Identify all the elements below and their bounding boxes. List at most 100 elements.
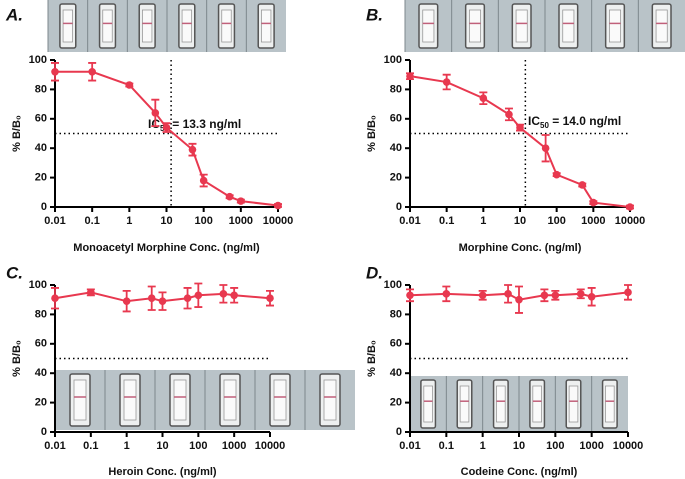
y-tick-label: 0 [396,426,402,438]
data-point [274,201,282,210]
data-point [541,144,550,152]
y-tick-label: 20 [35,172,47,184]
x-axis-title: Heroin Conc. (ng/ml) [108,466,217,478]
x-tick-label: 0.1 [439,215,454,227]
data-point [540,291,549,300]
y-tick-label: 20 [390,397,402,409]
data-point [183,294,192,303]
test-window [605,385,615,423]
data-point [147,294,156,303]
x-tick-label: 1 [480,440,486,452]
x-tick-label: 1 [126,215,132,227]
panel-label: B. [366,5,383,24]
test-window [173,379,187,421]
x-tick-label: 10 [160,215,172,227]
data-point [199,176,208,185]
y-tick-label: 80 [35,83,47,95]
data-point [188,145,197,154]
data-point [552,170,561,179]
data-point [162,123,171,132]
y-tick-label: 80 [35,308,47,320]
y-tick-label: 20 [390,172,402,184]
test-window [532,385,542,423]
data-point [626,203,634,211]
test-window [273,379,287,421]
test-window [423,385,433,423]
annotation-text: = 14.0 ng/ml [549,114,621,128]
data-point [88,67,96,76]
x-axis-title: Morphine Conc. (ng/ml) [459,242,582,254]
y-axis-title: % B/B₀ [366,115,378,152]
y-axis-title: % B/B₀ [11,115,23,152]
y-tick-label: 80 [390,308,402,320]
test-window [102,9,113,43]
test-window [223,379,237,421]
x-tick-label: 100 [547,215,565,227]
data-point [51,294,59,303]
x-tick-label: 10 [156,440,168,452]
data-point [442,290,451,298]
x-tick-label: 0.01 [399,215,420,227]
data-point [125,81,134,89]
test-window [62,9,73,43]
y-axis-title: % B/B₀ [11,340,23,377]
y-axis-title: % B/B₀ [366,340,378,377]
data-point [406,291,414,300]
y-tick-label: 60 [390,338,402,350]
panel-label: A. [5,5,23,24]
test-window [568,385,579,423]
data-point [122,297,131,305]
test-window [323,379,337,421]
x-tick-label: 0.1 [83,440,98,452]
test-window [609,9,622,43]
y-tick-label: 40 [390,142,402,154]
data-line [55,70,279,207]
x-axis-title: Codeine Conc. (ng/ml) [461,466,578,478]
x-tick-label: 10000 [615,215,646,227]
data-point [230,291,238,300]
y-tick-label: 0 [41,426,47,438]
annotation-text: IC [528,114,540,128]
data-point [479,94,488,103]
data-line [409,75,631,208]
test-window [261,9,272,43]
y-tick-label: 0 [396,201,402,213]
y-tick-label: 60 [35,113,47,125]
test-window [181,9,192,43]
x-tick-label: 100 [194,215,212,227]
data-point [406,72,414,80]
data-point [516,123,524,132]
y-tick-label: 0 [41,201,47,213]
y-tick-label: 40 [35,142,47,154]
y-tick-label: 80 [390,83,402,95]
test-window [562,9,575,43]
test-window [73,379,87,421]
test-window [459,385,470,423]
y-tick-label: 60 [390,113,402,125]
y-tick-label: 40 [390,367,402,379]
data-point [442,78,451,86]
x-tick-label: 1 [480,215,486,227]
x-tick-label: 1000 [579,440,603,452]
x-tick-label: 0.1 [85,215,100,227]
test-window [496,385,506,423]
annotation: IC50 = 14.0 ng/ml [528,114,621,130]
data-point [505,110,513,119]
test-window [655,9,668,43]
data-point [51,67,59,76]
y-tick-label: 100 [29,279,47,291]
data-point [266,294,274,303]
test-window [123,379,137,421]
x-tick-label: 0.1 [439,440,454,452]
y-tick-label: 100 [384,279,402,291]
x-tick-label: 0.01 [44,215,65,227]
data-point [225,192,234,201]
data-point [151,109,160,117]
y-tick-label: 100 [29,54,47,66]
y-tick-label: 100 [384,54,402,66]
test-window [468,9,481,43]
y-tick-label: 40 [35,367,47,379]
data-point [624,288,632,297]
x-tick-label: 0.01 [44,440,65,452]
